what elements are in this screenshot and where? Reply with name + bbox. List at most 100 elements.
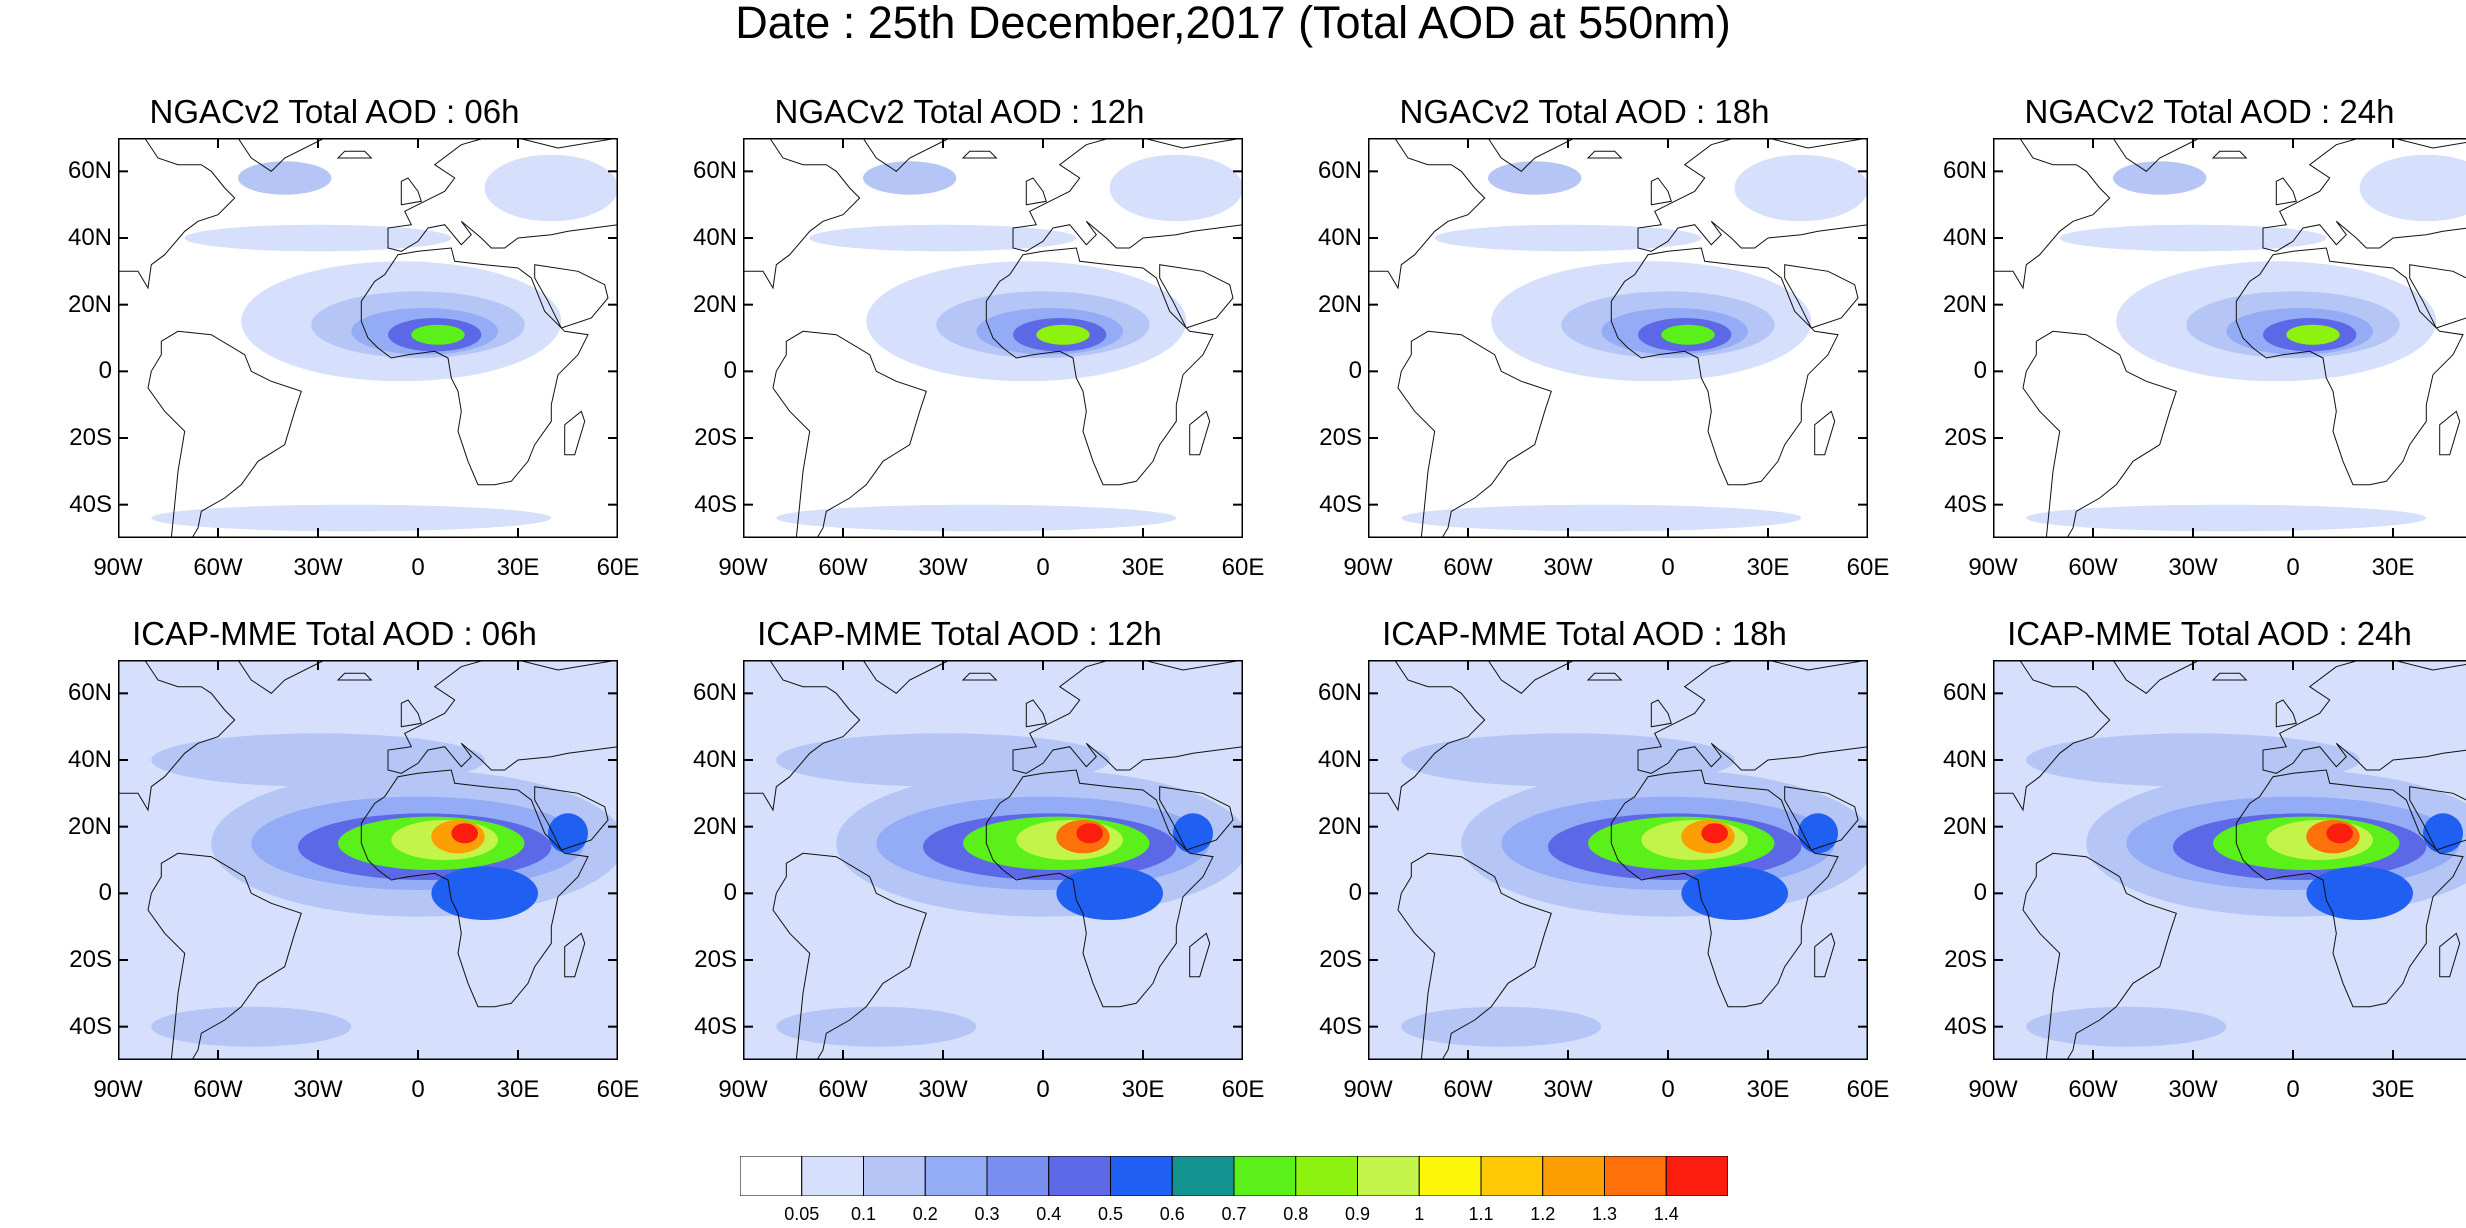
colorbar-swatch — [1172, 1156, 1234, 1196]
panel-title: ICAP-MME Total AOD : 24h — [1942, 615, 2466, 653]
lat-tick-label: 40S — [1302, 1015, 1362, 1039]
lat-tick-label: 20S — [1927, 426, 1987, 450]
figure-title: Date : 25th December,2017 (Total AOD at … — [0, 0, 2466, 45]
map-plot-area — [1993, 660, 2466, 1060]
colorbar-tick-label: 1 — [1389, 1204, 1449, 1224]
map-plot-area — [118, 138, 618, 538]
lat-tick-label: 20S — [52, 948, 112, 972]
aod-plume — [776, 505, 1176, 532]
aod-plume — [2026, 1007, 2226, 1047]
aod-plume — [431, 867, 538, 920]
lon-tick-label: 30E — [1103, 556, 1183, 580]
lat-tick-label: 20S — [1302, 426, 1362, 450]
lon-tick-label: 0 — [378, 556, 458, 580]
colorbar-swatch — [1358, 1156, 1420, 1196]
panel-title: ICAP-MME Total AOD : 18h — [1317, 615, 1852, 653]
lon-tick-label: 60E — [1828, 1078, 1908, 1102]
map-plot-area — [743, 660, 1243, 1060]
colorbar-swatch — [1419, 1156, 1481, 1196]
lon-tick-label: 30W — [903, 1078, 983, 1102]
lat-tick-label: 60N — [52, 159, 112, 183]
panel-title: NGACv2 Total AOD : 06h — [67, 93, 602, 131]
aod-plume — [1681, 867, 1788, 920]
lat-tick-label: 60N — [1302, 681, 1362, 705]
colorbar-tick-label: 0.3 — [957, 1204, 1017, 1224]
lat-tick-label: 0 — [677, 359, 737, 383]
lon-tick-label: 0 — [2253, 556, 2333, 580]
aod-map — [1993, 138, 2466, 538]
map-plot-area — [1368, 138, 1868, 538]
lon-tick-label: 30W — [2153, 556, 2233, 580]
aod-plume — [1110, 155, 1243, 222]
aod-plume — [238, 161, 331, 194]
aod-plume — [151, 1007, 351, 1047]
lon-tick-label: 60W — [1428, 556, 1508, 580]
lon-tick-label: 0 — [378, 1078, 458, 1102]
lon-tick-label: 0 — [1003, 1078, 1083, 1102]
aod-map — [1368, 138, 1868, 538]
panel-title: NGACv2 Total AOD : 24h — [1942, 93, 2466, 131]
aod-plume — [1056, 867, 1163, 920]
lat-tick-label: 60N — [677, 681, 737, 705]
lat-tick-label: 0 — [1302, 881, 1362, 905]
aod-plume — [1036, 325, 1089, 345]
lat-tick-label: 40S — [677, 1015, 737, 1039]
map-plot-area — [1368, 660, 1868, 1060]
colorbar-swatch — [740, 1156, 802, 1196]
lon-tick-label: 60W — [178, 1078, 258, 1102]
lat-tick-label: 40S — [1927, 1015, 1987, 1039]
lon-tick-label: 30W — [278, 1078, 358, 1102]
lon-tick-label: 90W — [1328, 1078, 1408, 1102]
lon-tick-label: 60W — [2053, 1078, 2133, 1102]
lon-tick-label: 30W — [2153, 1078, 2233, 1102]
colorbar-swatch — [1666, 1156, 1728, 1196]
lat-tick-label: 40S — [1302, 493, 1362, 517]
lat-tick-label: 20N — [1927, 815, 1987, 839]
lon-tick-label: 30E — [2353, 1078, 2433, 1102]
lon-tick-label: 60E — [1203, 1078, 1283, 1102]
aod-map — [118, 138, 618, 538]
lon-tick-label: 0 — [1628, 556, 1708, 580]
lon-tick-label: 0 — [2253, 1078, 2333, 1102]
aod-plume — [1488, 161, 1581, 194]
lon-tick-label: 90W — [1953, 1078, 2033, 1102]
lon-tick-label: 90W — [1953, 556, 2033, 580]
colorbar-tick-label: 1.3 — [1575, 1204, 1635, 1224]
map-plot-area — [743, 138, 1243, 538]
colorbar-swatch — [1296, 1156, 1358, 1196]
lon-tick-label: 60E — [1828, 556, 1908, 580]
lat-tick-label: 20N — [677, 815, 737, 839]
aod-plume — [485, 155, 618, 222]
lat-tick-label: 40N — [677, 226, 737, 250]
lon-tick-label: 30E — [1728, 556, 1808, 580]
aod-map — [1993, 660, 2466, 1060]
lon-tick-label: 30W — [903, 556, 983, 580]
panel-title: NGACv2 Total AOD : 18h — [1317, 93, 1852, 131]
lat-tick-label: 40S — [1927, 493, 1987, 517]
aod-plume — [1401, 1007, 1601, 1047]
colorbar-swatch — [1543, 1156, 1605, 1196]
aod-plume — [451, 823, 478, 843]
panel-title: ICAP-MME Total AOD : 06h — [67, 615, 602, 653]
colorbar-swatch — [864, 1156, 926, 1196]
lon-tick-label: 30W — [1528, 556, 1608, 580]
lat-tick-label: 20S — [677, 426, 737, 450]
aod-map — [743, 660, 1243, 1060]
aod-plume — [810, 225, 1077, 252]
colorbar-tick-label: 0.7 — [1204, 1204, 1264, 1224]
map-plot-area — [118, 660, 618, 1060]
lat-tick-label: 60N — [1927, 681, 1987, 705]
aod-plume — [2026, 505, 2426, 532]
lat-tick-label: 0 — [677, 881, 737, 905]
colorbar-swatch — [925, 1156, 987, 1196]
lat-tick-label: 20N — [1302, 815, 1362, 839]
panel-title: NGACv2 Total AOD : 12h — [692, 93, 1227, 131]
aod-plume — [1735, 155, 1868, 222]
colorbar-tick-label: 0.4 — [1019, 1204, 1079, 1224]
